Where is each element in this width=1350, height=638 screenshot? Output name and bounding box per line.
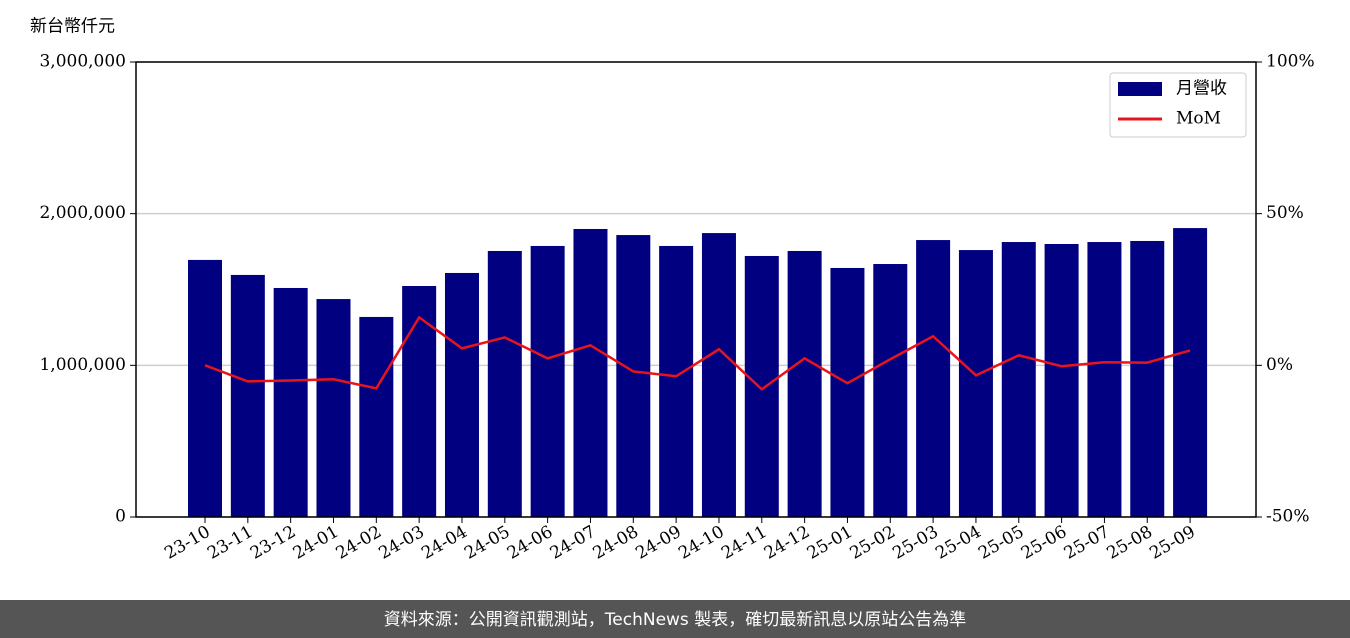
x-tick-label: 24-01 [290,522,342,564]
bar [1001,242,1036,518]
x-tick-label: 24-03 [375,522,427,564]
y2-tick-label: 100% [1266,52,1315,72]
x-tick-label: 24-04 [418,522,470,564]
legend-label: 月營收 [1176,79,1227,99]
bar [787,250,822,517]
x-tick-label: 24-11 [718,522,770,564]
y2-tick-label: 0% [1266,355,1293,375]
footer: 資料來源：公開資訊觀測站，TechNews 製表，確切最新訊息以原站公告為準 [384,610,966,630]
x-tick-label: 25-04 [932,522,984,564]
bar [958,250,993,518]
x-tick-label: 25-08 [1104,522,1156,564]
bar [616,235,651,517]
bar [1130,240,1165,517]
bar [402,286,437,517]
bar [659,245,694,517]
bar [188,259,222,517]
x-tick-label: 24-08 [590,522,642,564]
legend-label: MoM [1176,109,1221,129]
x-tick-label: 24-10 [675,522,727,564]
x-tick-label: 25-06 [1018,522,1070,564]
line [204,315,1191,391]
bar [916,240,951,517]
bar [230,274,265,517]
bar [487,250,522,517]
bar [701,233,736,517]
plot-frame [135,61,1257,518]
x-tick-label: 24-07 [547,522,599,564]
bar [359,316,394,517]
x-tick-label: 24-12 [761,522,813,564]
bar [530,245,565,517]
x-tick-label: 25-05 [975,522,1027,564]
bar [830,267,865,517]
x-tick-label: 24-05 [461,522,513,564]
x-tick-label: 25-02 [847,522,899,564]
bar [444,272,479,517]
x-tick-label: 25-01 [804,522,856,564]
x-tick-label: 24-02 [333,522,385,564]
x-tick-label: 23-12 [247,522,299,564]
y-axis-label: 新台幣仟元 [30,17,115,37]
x-tick-label: 25-09 [1146,522,1198,564]
bar [1087,242,1122,518]
y-tick-label: 1,000,000 [39,355,126,375]
bar [873,264,908,517]
x-tick-label: 23-11 [204,522,256,564]
y2-tick-label: 50% [1266,203,1304,223]
x-tick-label: 24-06 [504,522,556,564]
bar [744,255,779,517]
x-tick-label: 25-03 [889,522,941,564]
x-tick-label: 25-07 [1061,522,1113,564]
y-tick-label: 3,000,000 [39,52,126,72]
bar [316,299,351,517]
footer-bar [0,600,1350,638]
y-tick-label: 0 [115,507,126,527]
y-tick-label: 2,000,000 [39,203,126,223]
bar [573,228,608,518]
bar [1173,228,1208,517]
legend-swatch [1118,82,1162,96]
bar [273,287,308,517]
bar [1044,244,1079,517]
x-tick-label: 24-09 [632,522,684,564]
x-tick-label: 23-10 [161,522,213,564]
y2-tick-label: -50% [1266,507,1310,527]
